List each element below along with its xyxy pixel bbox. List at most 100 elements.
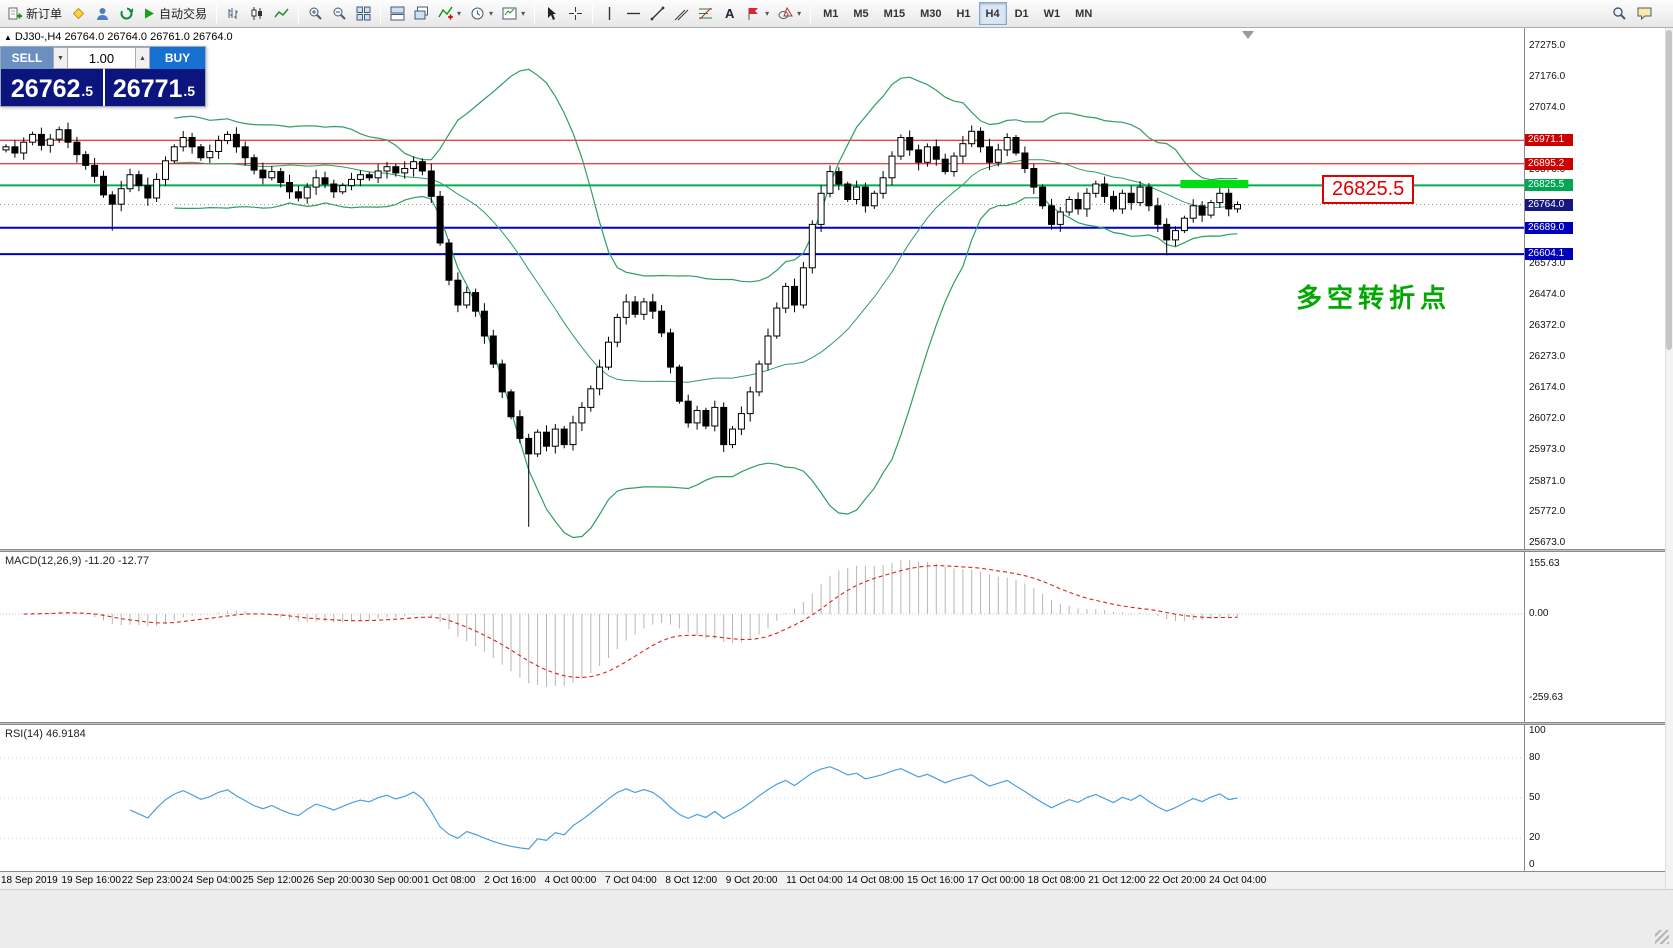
templates-button[interactable]: ▾ [498, 2, 529, 25]
timeframe-button-h4[interactable]: H4 [978, 2, 1007, 25]
vertical-line-tool-button[interactable] [598, 2, 621, 25]
timeframe-button-d1[interactable]: D1 [1008, 2, 1036, 25]
collapse-marker-icon[interactable]: ▲ [4, 33, 12, 42]
rsi-axis-label: 80 [1529, 751, 1541, 763]
price-axis-label: 26072.0 [1529, 413, 1566, 425]
new-order-button[interactable]: 新订单 [4, 2, 66, 25]
timeframe-button-w1[interactable]: W1 [1037, 2, 1068, 25]
shapes-tool-button[interactable]: ▾ [774, 2, 805, 25]
time-axis[interactable]: 18 Sep 2019 19 Sep 16:00 22 Sep 23:00 24 Se… [0, 871, 1665, 889]
time-axis-label: 24 Oct 04:00 [1209, 875, 1267, 886]
zoom-out-button[interactable] [328, 2, 351, 25]
tile-windows-icon [356, 6, 371, 21]
vertical-line-icon [608, 7, 611, 20]
dropdown-caret: ▾ [489, 9, 494, 18]
line-chart-icon [274, 8, 289, 18]
time-axis-label: 7 Oct 04:00 [605, 875, 657, 886]
zoom-in-button[interactable] [304, 2, 327, 25]
price-axis-label: 25673.0 [1529, 536, 1566, 548]
sell-button[interactable]: SELL [1, 47, 53, 69]
price-chart-canvas[interactable] [0, 28, 1524, 549]
arrows-tool-button[interactable]: ▾ [742, 2, 773, 25]
trendline-icon [650, 6, 665, 21]
buy-button[interactable]: BUY [150, 47, 205, 69]
timeframe-button-h1[interactable]: H1 [949, 2, 977, 25]
timeframe-button-mn[interactable]: MN [1068, 2, 1099, 25]
price-chart-pane[interactable]: ▲ DJ30-,H4 26764.0 26764.0 26761.0 26764.… [0, 28, 1665, 549]
arrange-windows-button[interactable] [386, 2, 409, 25]
channel-tool-button[interactable] [670, 2, 693, 25]
price-axis-label: 26273.0 [1529, 350, 1566, 362]
toolbar-separator [810, 3, 812, 24]
buy-price-main: 26771 [112, 75, 183, 103]
arrows-tool-icon [748, 8, 759, 20]
pane-splitter[interactable] [0, 722, 1665, 725]
crosshair-button[interactable] [564, 2, 587, 25]
charts-button[interactable] [67, 2, 90, 25]
bar-chart-type-button[interactable] [222, 2, 245, 25]
vertical-scrollbar[interactable] [1665, 28, 1673, 889]
cascade-windows-icon [414, 6, 429, 20]
chat-button[interactable] [1633, 2, 1657, 25]
play-icon [145, 8, 155, 19]
chinese-annotation[interactable]: 多空转折点 [1296, 283, 1452, 313]
symbol-ohlc-text: DJ30-,H4 26764.0 26764.0 26761.0 26764.0 [14, 31, 233, 43]
macd-pane[interactable]: MACD(12,26,9) -11.20 -12.77 155.63 0.00 -2… [0, 552, 1665, 722]
time-axis-label: 22 Sep 23:00 [121, 875, 182, 886]
time-axis-label: 11 Oct 04:00 [786, 875, 843, 886]
price-axis-label: 26474.0 [1529, 288, 1566, 300]
sell-price[interactable]: 26762.5 [1, 69, 103, 106]
fibonacci-tool-button[interactable] [694, 2, 717, 25]
symbol-info: ▲ DJ30-,H4 26764.0 26764.0 26761.0 26764.… [4, 31, 233, 43]
horizontal-line-tool-button[interactable] [622, 2, 645, 25]
timeframe-button-m15[interactable]: M15 [877, 2, 912, 25]
chat-icon [1637, 7, 1652, 21]
pane-splitter[interactable] [0, 549, 1665, 552]
time-axis-label: 30 Sep 00:00 [363, 875, 423, 886]
time-axis-label: 18 Sep 2019 [1, 875, 58, 886]
price-axis-label: 27074.0 [1529, 102, 1566, 114]
lot-increase-button[interactable]: ▲ [135, 47, 150, 69]
lot-decrease-button[interactable]: ▼ [53, 47, 68, 69]
rsi-axis[interactable]: 100 80 50 20 0 [1524, 725, 1665, 871]
price-axis[interactable]: 27275.027176.027074.026876.026674.026573… [1524, 28, 1665, 549]
auto-trade-button[interactable]: 自动交易 [139, 2, 211, 25]
timeframe-button-group: M1 M5 M15 M30 H1 H4 D1 W1 MN [816, 2, 1099, 25]
macd-axis[interactable]: 155.63 0.00 -259.63 [1524, 552, 1665, 722]
indicators-button[interactable]: ▾ [434, 2, 465, 25]
macd-canvas[interactable] [0, 552, 1524, 722]
line-chart-type-button[interactable] [270, 2, 293, 25]
toolbar-separator [592, 3, 594, 24]
resize-grip-icon[interactable] [1655, 930, 1669, 944]
rsi-label: RSI(14) 46.9184 [5, 728, 86, 740]
cursor-button[interactable] [540, 2, 563, 25]
time-axis-label: 4 Oct 00:00 [544, 875, 597, 886]
toolbar-separator [534, 3, 536, 24]
timeframe-button-m30[interactable]: M30 [913, 2, 948, 25]
price-level-label: 26971.1 [1525, 134, 1573, 147]
rsi-canvas[interactable] [0, 725, 1524, 871]
refresh-button[interactable] [115, 2, 138, 25]
time-axis-label: 2 Oct 16:00 [484, 875, 536, 886]
price-callout-label[interactable]: 26825.5 [1322, 175, 1415, 204]
lot-size-input[interactable]: 1.00 [68, 47, 135, 69]
timeframe-button-m1[interactable]: M1 [816, 2, 845, 25]
candlestick-chart-type-button[interactable] [246, 2, 269, 25]
search-button[interactable] [1608, 2, 1631, 25]
buy-price[interactable]: 26771.5 [103, 69, 205, 106]
timeframe-button-m5[interactable]: M5 [846, 2, 875, 25]
trendline-tool-button[interactable] [646, 2, 669, 25]
time-axis-label: 22 Oct 20:00 [1148, 875, 1206, 886]
cascade-windows-button[interactable] [410, 2, 433, 25]
rsi-pane[interactable]: RSI(14) 46.9184 100 80 50 20 0 [0, 725, 1665, 871]
time-axis-label: 25 Sep 12:00 [242, 875, 303, 886]
toolbar-right-group [1608, 2, 1669, 25]
periods-button[interactable]: ▾ [466, 2, 497, 25]
dropdown-caret: ▾ [457, 9, 462, 18]
profile-button[interactable] [91, 2, 114, 25]
price-level-label: 26689.0 [1525, 221, 1573, 234]
tile-windows-button[interactable] [352, 2, 375, 25]
scrollbar-thumb[interactable] [1666, 30, 1672, 350]
bottom-strip [0, 889, 1673, 948]
text-tool-button[interactable]: A [718, 2, 741, 25]
